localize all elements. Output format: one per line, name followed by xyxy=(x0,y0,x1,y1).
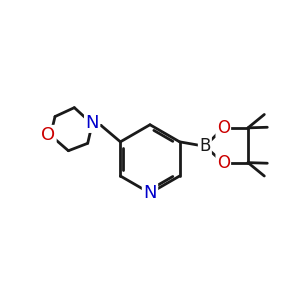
Text: B: B xyxy=(199,137,211,155)
Text: O: O xyxy=(217,154,230,172)
Text: N: N xyxy=(85,113,99,131)
Text: N: N xyxy=(143,184,157,202)
Text: O: O xyxy=(41,126,55,144)
Text: O: O xyxy=(217,119,230,137)
